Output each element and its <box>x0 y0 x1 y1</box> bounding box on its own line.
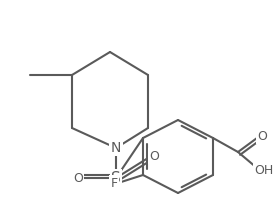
Text: O: O <box>73 172 83 185</box>
Text: F: F <box>110 176 118 189</box>
Text: N: N <box>111 141 121 155</box>
Text: O: O <box>257 130 267 143</box>
Text: S: S <box>111 170 121 185</box>
Text: OH: OH <box>254 163 274 176</box>
Text: O: O <box>149 150 159 163</box>
